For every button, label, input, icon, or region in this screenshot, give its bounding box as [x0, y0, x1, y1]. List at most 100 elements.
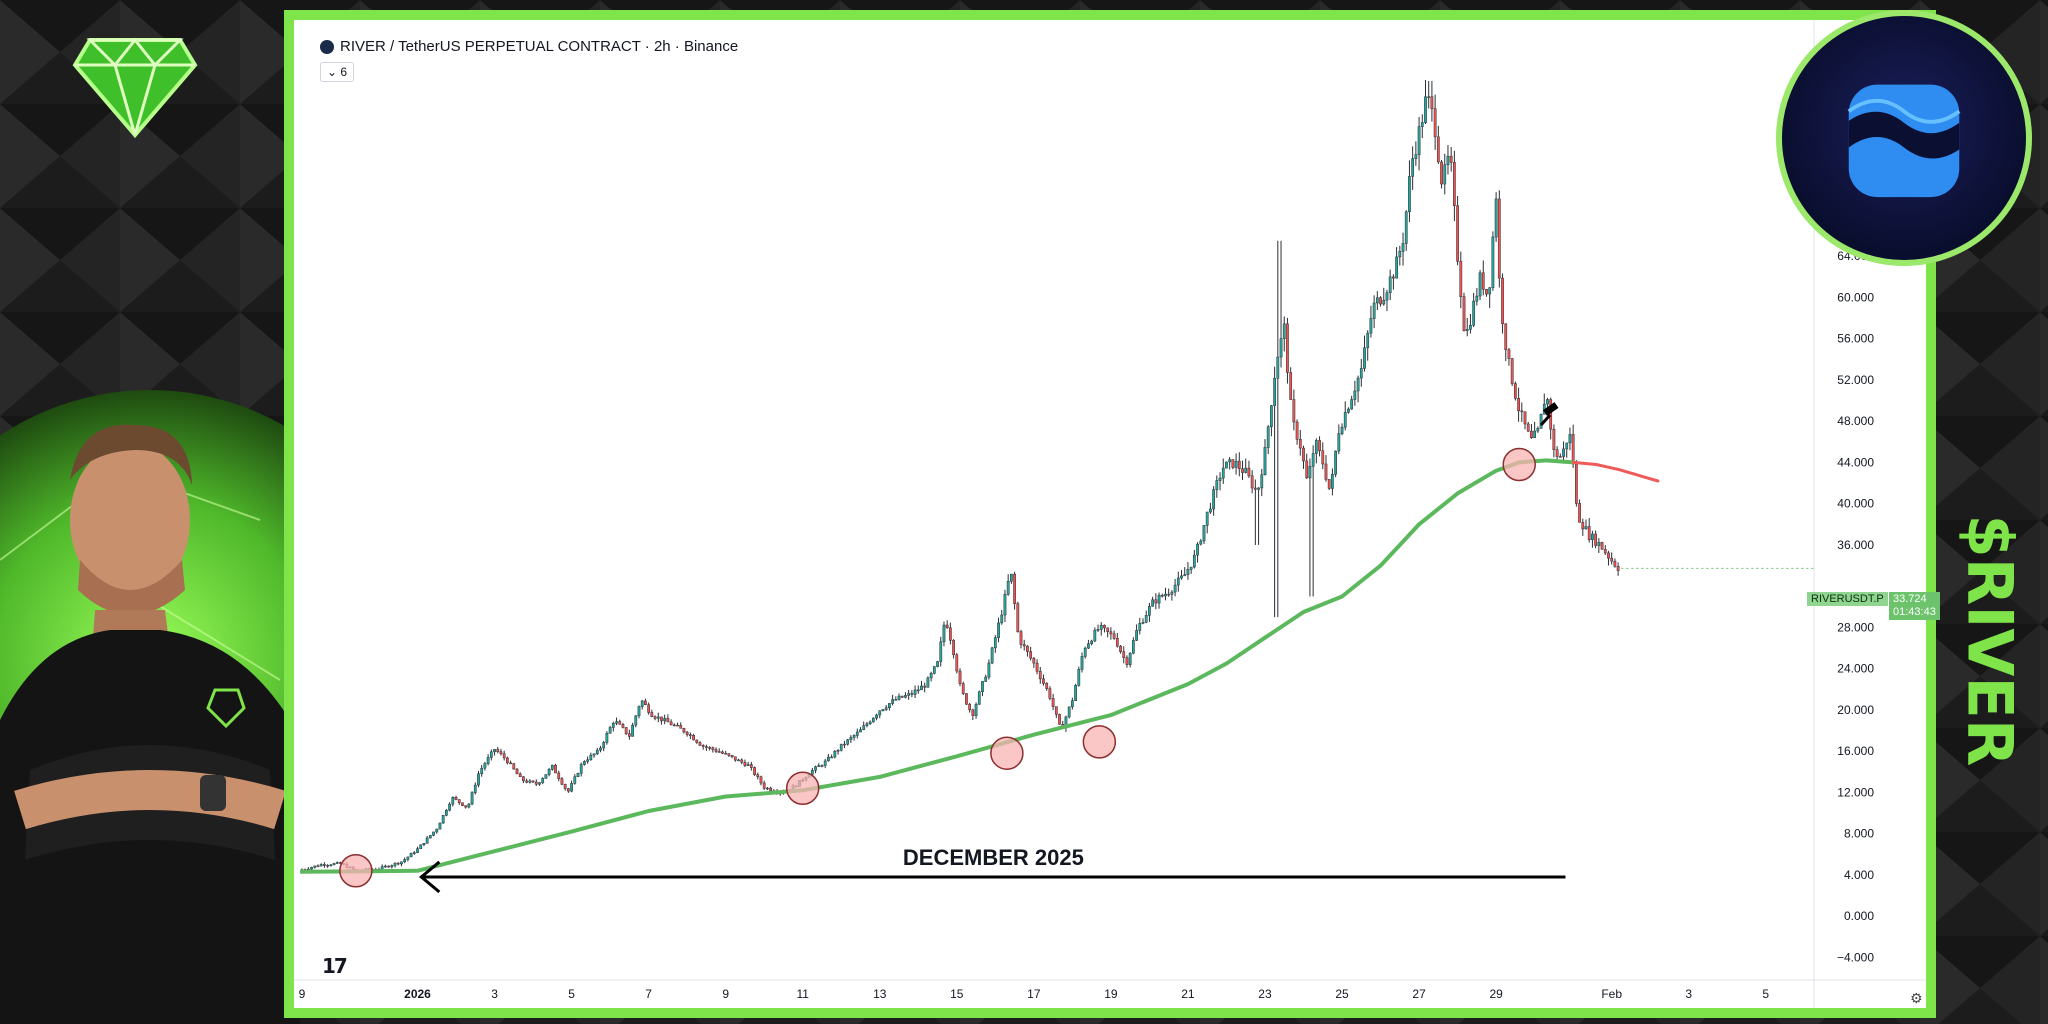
candle-body [884, 707, 888, 710]
candle-body [823, 760, 827, 766]
candle-body [875, 714, 878, 719]
candle-body [1054, 706, 1058, 715]
candle-body [836, 750, 840, 752]
candle-body [692, 734, 695, 741]
candle-body [534, 781, 538, 785]
candle-body [1308, 466, 1312, 479]
candle-body [496, 749, 500, 752]
tradingview-logo-icon: 17 [322, 954, 348, 978]
candle-body [891, 699, 894, 704]
bar-countdown: 01:43:43 [1893, 606, 1936, 618]
candle-body [1196, 543, 1199, 556]
candle-body [1080, 656, 1084, 670]
candle-body [393, 862, 397, 866]
candle-body [1597, 542, 1601, 546]
candle-body [1562, 448, 1565, 457]
candle-body [1115, 638, 1119, 647]
candle-body [830, 756, 833, 759]
candle-body [1388, 276, 1392, 293]
candle-body [660, 716, 663, 722]
candle-body [1462, 296, 1466, 331]
x-tick-label: Feb [1601, 987, 1622, 1001]
indicator-collapse-button[interactable]: ⌄ 6 [320, 62, 355, 82]
candle-body [335, 862, 339, 864]
candle-body [1375, 297, 1379, 304]
candle-body [833, 750, 837, 758]
candle-body [949, 627, 952, 641]
x-tick-label: 29 [1489, 987, 1503, 1001]
candle-body [1517, 398, 1520, 412]
candle-body [888, 703, 891, 708]
candle-body [1151, 599, 1155, 607]
ticker-label: $RIVER [1950, 514, 2030, 766]
candle-body [1607, 552, 1610, 559]
candle-body [1446, 155, 1450, 165]
brand-gem-logo [72, 37, 198, 139]
candle-body [634, 715, 638, 726]
candle-body [326, 864, 329, 867]
candle-body [1045, 683, 1049, 689]
candle-body [547, 769, 551, 775]
candle-body [1392, 276, 1395, 279]
gear-icon[interactable]: ⚙ [1910, 990, 1923, 1006]
candle-body [756, 774, 760, 778]
candle-body [878, 710, 882, 716]
candle-body [1263, 447, 1267, 476]
candle-body [1135, 630, 1138, 641]
candle-body [1160, 594, 1164, 597]
candle-body [1507, 349, 1511, 359]
candle-body [1298, 438, 1302, 449]
candle-body [733, 756, 737, 761]
candle-body [958, 670, 962, 684]
candle-body [412, 852, 416, 854]
candle-body [1051, 697, 1055, 707]
candle-body [666, 718, 670, 723]
candle-body [637, 706, 641, 717]
y-tick-label: −4.000 [1837, 950, 1874, 964]
candle-body [1366, 332, 1370, 349]
candle-body [1337, 433, 1341, 452]
candle-body [592, 753, 596, 756]
candle-body [560, 778, 564, 785]
x-tick-label: 11 [796, 987, 809, 1001]
candle-body [1125, 657, 1129, 665]
candle-body [1241, 468, 1244, 473]
candle-body [1074, 685, 1077, 701]
candle-body [611, 723, 615, 728]
candle-body [1048, 688, 1052, 699]
candle-body [1424, 96, 1427, 123]
candle-body [1000, 614, 1004, 624]
candle-body [563, 784, 567, 789]
candle-body [1173, 584, 1177, 593]
x-tick-label: 9 [299, 987, 306, 1001]
candle-body [1334, 450, 1337, 475]
candle-body [1311, 453, 1315, 467]
candle-body [1070, 700, 1074, 708]
candle-body [1141, 622, 1145, 624]
candle-body [1449, 155, 1453, 163]
candle-body [746, 764, 750, 766]
candle-body [573, 776, 577, 784]
candle-body [920, 685, 923, 691]
candle-body [843, 743, 846, 746]
candle-body [396, 862, 400, 865]
candle-body [647, 704, 651, 713]
candle-body [1411, 158, 1415, 177]
candle-body [403, 859, 407, 863]
candle-body [586, 759, 590, 762]
candle-body [1170, 591, 1174, 595]
candle-body [480, 767, 484, 775]
candle-body [384, 865, 387, 868]
candle-body [717, 751, 721, 753]
candle-body [672, 724, 676, 727]
price-chart[interactable]: 6 4.000 60.000 56.000 52.000 48.000 44.000 40.0… [294, 20, 1926, 1008]
y-tick-label: 60.000 [1837, 290, 1874, 304]
candle-body [1067, 706, 1071, 718]
candle-body [624, 727, 628, 734]
candle-body [310, 867, 313, 870]
last-price-tag: 33.724 01:43:43 [1889, 592, 1940, 620]
candle-body [425, 837, 429, 844]
chart-header[interactable]: RIVER / TetherUS PERPETUAL CONTRACT · 2h… [320, 38, 738, 55]
candle-body [1401, 243, 1405, 252]
candle-body [380, 866, 384, 870]
